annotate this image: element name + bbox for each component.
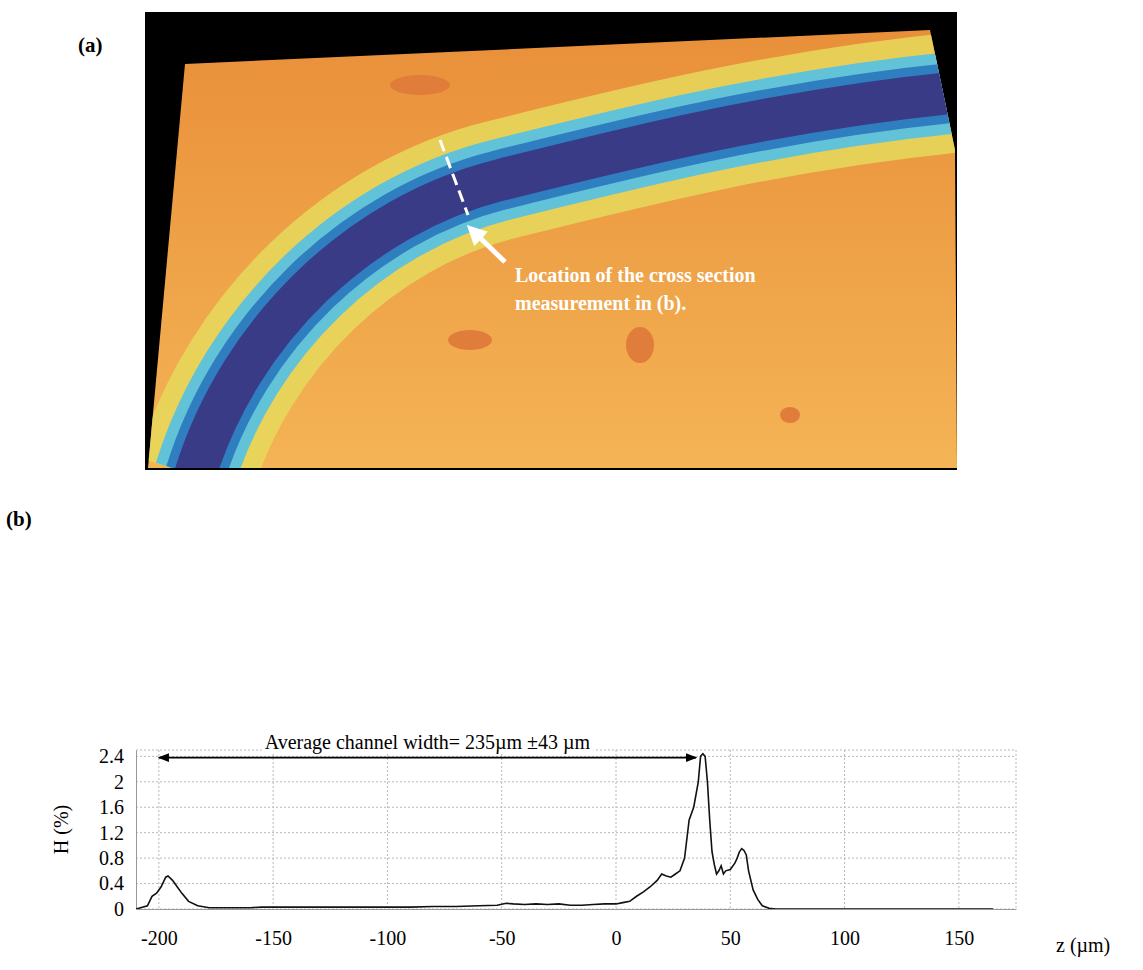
x-tick: -50 [489,909,516,949]
channel-rim [195,92,960,475]
section-line [440,140,468,215]
x-tick-label: -100 [370,927,407,949]
pointer-arrow [474,232,505,262]
surface-spot [780,407,800,423]
y-tick-label: 0 [114,898,124,920]
figure: Location of the cross sectionmeasurement… [0,0,1143,970]
x-tick: -200 [141,909,178,949]
y-tick: 2.4 [99,745,136,767]
grid-line [136,883,1016,884]
grid-line [136,781,1016,782]
y-tick: 0 [114,898,136,920]
y-tick: 0.4 [99,872,136,894]
grid-line [616,750,617,909]
y-tick-label: 0.4 [99,872,124,894]
panel-a: Location of the cross sectionmeasurement… [145,12,960,475]
y-tick: 0.8 [99,847,136,869]
x-tick: 0 [612,909,622,949]
data-line [136,754,993,909]
channel-wall-deep [195,92,960,475]
x-tick: -150 [255,909,292,949]
grid-line [158,750,159,909]
x-tick-label: 0 [612,927,622,949]
surface-spot [390,75,450,95]
grid-line [273,750,274,909]
x-tick: 50 [721,909,741,949]
annotations: Average channel width= 235µm ±43 µm [159,731,696,758]
y-tick-label: 2 [114,771,124,793]
x-axis-title: z (µm) [1056,934,1110,957]
panel-label: (b) [6,507,32,531]
x-tick-label: 100 [830,927,860,949]
y-axis: 0 0.4 0.8 1.2 1.6 2 2.4 [99,745,137,920]
y-tick-label: 1.2 [99,822,124,844]
x-tick-label: -200 [141,927,178,949]
x-tick-label: 50 [721,927,741,949]
surface-spot [626,327,654,363]
x-tick: 150 [944,909,974,949]
grid-line [501,750,502,909]
grid-line [958,750,959,909]
x-tick-label: -50 [489,927,516,949]
y-axis-title: H (%) [50,805,73,854]
grid-line [136,807,1016,808]
x-axis: -200 -150 -100 -50 0 50 100 150 [137,909,1017,949]
x-axis-line [137,909,1017,910]
plot-frame [1016,750,1017,909]
channel-wall [195,92,960,475]
grid [136,750,1016,909]
grid-line [844,750,845,909]
x-tick-label: 150 [944,927,974,949]
channel-floor [195,92,960,475]
y-tick: 1.2 [99,822,136,844]
grid-line [136,756,1016,757]
x-tick: -100 [370,909,407,949]
grid-line [387,750,388,909]
width-annotation: Average channel width= 235µm ±43 µm [265,731,591,754]
grid-line [136,832,1016,833]
annotation-background [262,731,594,754]
y-tick-label: 0.8 [99,847,124,869]
x-tick: 100 [830,909,860,949]
y-axis-line [136,751,137,910]
panel-a-annotation: Location of the cross sectionmeasurement… [515,264,756,315]
y-tick: 2 [114,771,136,793]
x-tick-label: -150 [255,927,292,949]
width-arrow [159,757,696,759]
panel-label: (a) [78,33,103,57]
plot-area [136,754,993,909]
y-tick: 1.6 [99,796,136,818]
grid-line [136,858,1016,859]
y-tick-label: 2.4 [99,745,124,767]
grid-line [730,750,731,909]
y-tick-label: 1.6 [99,796,124,818]
surface-spot [448,330,492,350]
